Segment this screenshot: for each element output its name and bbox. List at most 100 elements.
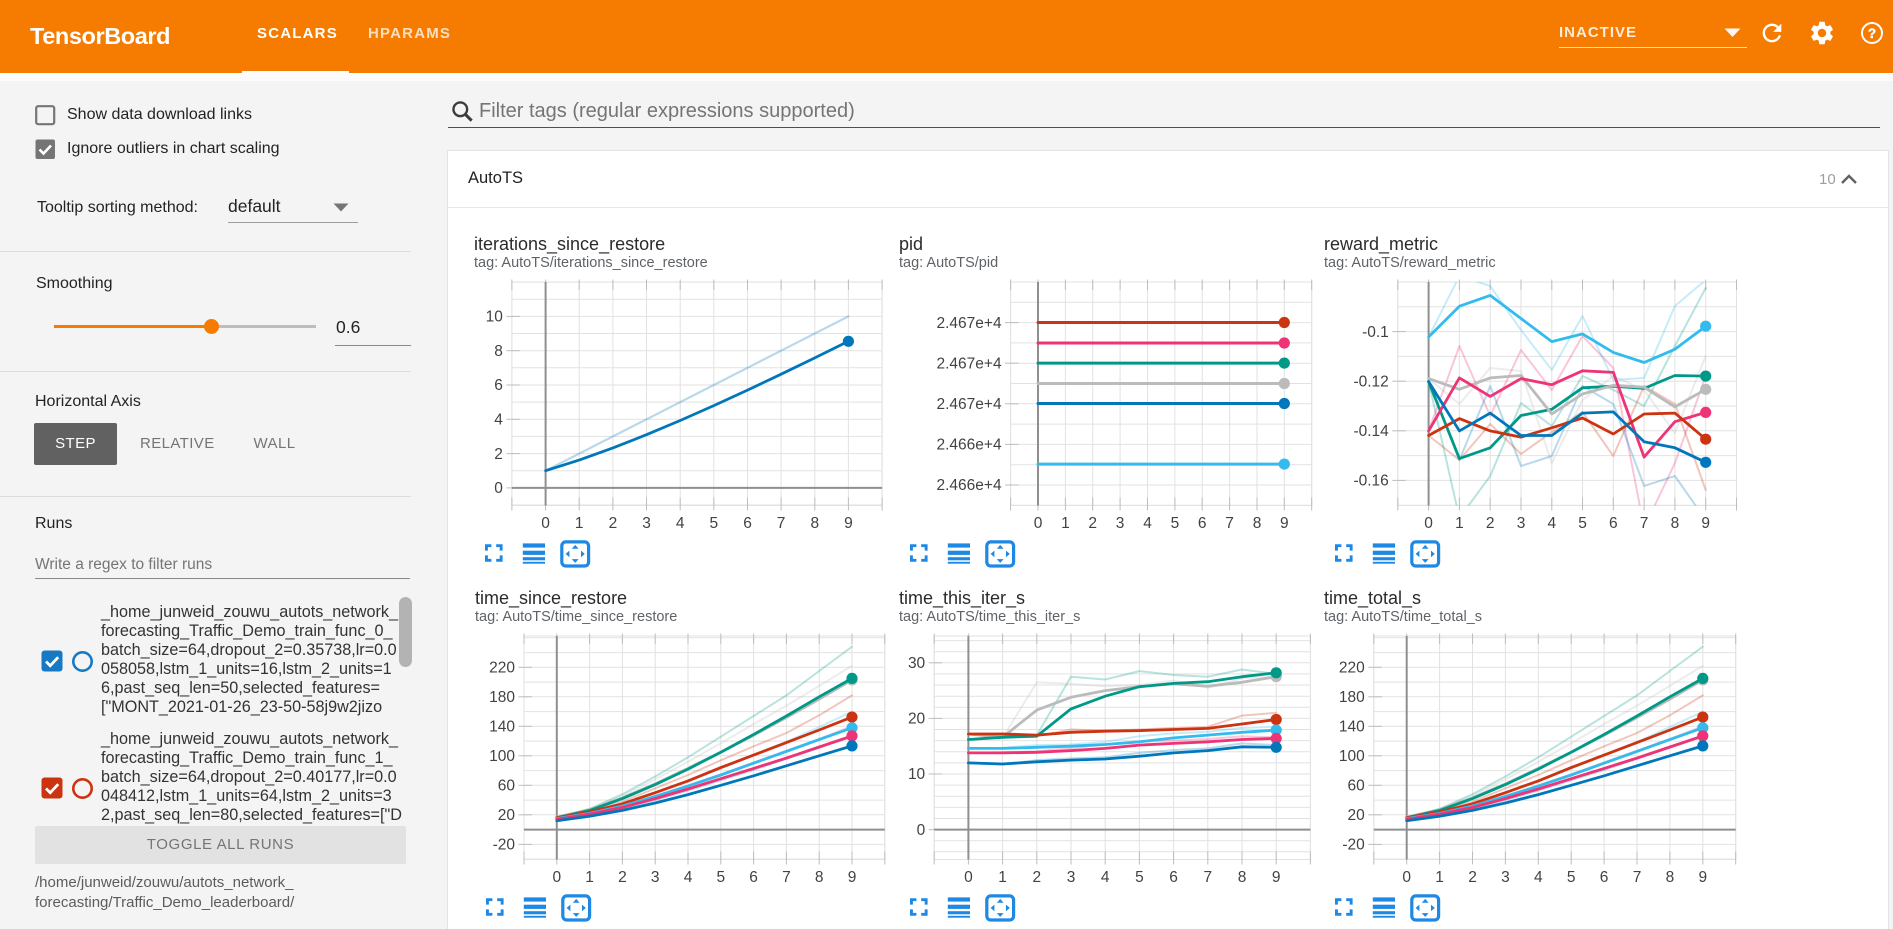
svg-text:2: 2 bbox=[618, 869, 627, 886]
svg-text:6: 6 bbox=[743, 515, 752, 532]
svg-text:60: 60 bbox=[498, 778, 516, 795]
svg-text:0: 0 bbox=[1402, 869, 1411, 886]
svg-text:4: 4 bbox=[1143, 515, 1152, 532]
svg-text:tag: AutoTS/reward_metric: tag: AutoTS/reward_metric bbox=[1324, 255, 1496, 271]
svg-text:100: 100 bbox=[489, 748, 515, 765]
svg-text:4: 4 bbox=[1101, 869, 1110, 886]
svg-text:2.466e+4: 2.466e+4 bbox=[937, 477, 1002, 494]
svg-text:0: 0 bbox=[552, 869, 561, 886]
svg-text:1: 1 bbox=[998, 869, 1007, 886]
svg-text:2: 2 bbox=[1032, 869, 1041, 886]
svg-text:140: 140 bbox=[489, 719, 515, 736]
svg-text:3: 3 bbox=[651, 869, 660, 886]
svg-text:8: 8 bbox=[1238, 869, 1247, 886]
svg-text:5: 5 bbox=[1578, 515, 1587, 532]
svg-text:7: 7 bbox=[1633, 869, 1642, 886]
svg-text:8: 8 bbox=[1671, 515, 1680, 532]
svg-text:220: 220 bbox=[1339, 660, 1365, 677]
svg-text:5: 5 bbox=[1171, 515, 1180, 532]
svg-text:1: 1 bbox=[1455, 515, 1464, 532]
svg-text:0: 0 bbox=[917, 822, 926, 839]
svg-text:0: 0 bbox=[1424, 515, 1433, 532]
svg-text:pid: pid bbox=[899, 234, 923, 254]
svg-text:iterations_since_restore: iterations_since_restore bbox=[474, 234, 665, 255]
svg-text:8: 8 bbox=[1253, 515, 1262, 532]
svg-text:0: 0 bbox=[1034, 515, 1043, 532]
svg-text:3: 3 bbox=[642, 515, 651, 532]
svg-text:9: 9 bbox=[848, 869, 857, 886]
svg-text:4: 4 bbox=[1534, 869, 1543, 886]
svg-text:2: 2 bbox=[1468, 869, 1477, 886]
svg-text:7: 7 bbox=[1225, 515, 1234, 532]
svg-text:tag: AutoTS/time_total_s: tag: AutoTS/time_total_s bbox=[1324, 609, 1482, 625]
svg-text:2.467e+4: 2.467e+4 bbox=[937, 315, 1002, 332]
svg-text:8: 8 bbox=[1666, 869, 1675, 886]
svg-text:9: 9 bbox=[1698, 869, 1707, 886]
svg-text:7: 7 bbox=[777, 515, 786, 532]
svg-text:7: 7 bbox=[1640, 515, 1649, 532]
svg-text:9: 9 bbox=[1280, 515, 1289, 532]
svg-text:20: 20 bbox=[908, 711, 926, 728]
svg-text:2: 2 bbox=[1088, 515, 1097, 532]
svg-text:?: ? bbox=[1868, 26, 1876, 41]
svg-text:6: 6 bbox=[749, 869, 758, 886]
svg-text:5: 5 bbox=[716, 869, 725, 886]
svg-text:-0.16: -0.16 bbox=[1353, 473, 1388, 490]
svg-text:0: 0 bbox=[494, 480, 503, 497]
svg-text:20: 20 bbox=[498, 807, 516, 824]
svg-text:9: 9 bbox=[1272, 869, 1281, 886]
svg-text:time_this_iter_s: time_this_iter_s bbox=[899, 588, 1025, 609]
svg-text:7: 7 bbox=[782, 869, 791, 886]
svg-text:4: 4 bbox=[676, 515, 685, 532]
svg-text:tag: AutoTS/time_this_iter_s: tag: AutoTS/time_this_iter_s bbox=[899, 609, 1080, 625]
svg-text:20: 20 bbox=[1348, 807, 1366, 824]
svg-text:180: 180 bbox=[1339, 689, 1365, 706]
svg-text:1: 1 bbox=[585, 869, 594, 886]
svg-text:30: 30 bbox=[908, 655, 926, 672]
svg-text:-0.1: -0.1 bbox=[1362, 324, 1389, 341]
svg-text:-0.12: -0.12 bbox=[1353, 373, 1388, 390]
svg-text:0: 0 bbox=[541, 515, 550, 532]
svg-text:2.467e+4: 2.467e+4 bbox=[937, 355, 1002, 372]
svg-text:2: 2 bbox=[1486, 515, 1495, 532]
svg-text:2.467e+4: 2.467e+4 bbox=[937, 396, 1002, 413]
svg-text:6: 6 bbox=[1198, 515, 1207, 532]
svg-text:3: 3 bbox=[1501, 869, 1510, 886]
svg-text:10: 10 bbox=[908, 766, 926, 783]
svg-text:140: 140 bbox=[1339, 719, 1365, 736]
svg-text:1: 1 bbox=[575, 515, 584, 532]
svg-text:100: 100 bbox=[1339, 748, 1365, 765]
svg-text:60: 60 bbox=[1348, 778, 1366, 795]
svg-text:8: 8 bbox=[815, 869, 824, 886]
svg-text:180: 180 bbox=[489, 689, 515, 706]
svg-text:5: 5 bbox=[1135, 869, 1144, 886]
svg-text:time_total_s: time_total_s bbox=[1324, 588, 1421, 609]
svg-text:6: 6 bbox=[1609, 515, 1618, 532]
svg-text:6: 6 bbox=[1169, 869, 1178, 886]
svg-text:-0.14: -0.14 bbox=[1353, 423, 1389, 440]
svg-text:6: 6 bbox=[1600, 869, 1609, 886]
svg-text:reward_metric: reward_metric bbox=[1324, 234, 1438, 255]
svg-text:-20: -20 bbox=[493, 837, 516, 854]
svg-text:5: 5 bbox=[1567, 869, 1576, 886]
svg-text:time_since_restore: time_since_restore bbox=[475, 588, 627, 609]
svg-text:1: 1 bbox=[1435, 869, 1444, 886]
svg-text:tag: AutoTS/time_since_restore: tag: AutoTS/time_since_restore bbox=[475, 609, 677, 625]
svg-text:2.466e+4: 2.466e+4 bbox=[937, 437, 1002, 454]
svg-text:9: 9 bbox=[1701, 515, 1710, 532]
svg-text:3: 3 bbox=[1517, 515, 1526, 532]
svg-text:6: 6 bbox=[494, 377, 503, 394]
svg-text:-20: -20 bbox=[1342, 837, 1365, 854]
svg-text:4: 4 bbox=[684, 869, 693, 886]
svg-text:4: 4 bbox=[1547, 515, 1556, 532]
svg-text:tag: AutoTS/iterations_since_r: tag: AutoTS/iterations_since_restore bbox=[474, 255, 708, 271]
svg-text:3: 3 bbox=[1067, 869, 1076, 886]
svg-text:tag: AutoTS/pid: tag: AutoTS/pid bbox=[899, 255, 998, 271]
svg-text:220: 220 bbox=[489, 660, 515, 677]
svg-text:1: 1 bbox=[1061, 515, 1070, 532]
svg-text:3: 3 bbox=[1116, 515, 1125, 532]
svg-text:8: 8 bbox=[494, 343, 503, 360]
svg-text:10: 10 bbox=[486, 309, 504, 326]
svg-text:9: 9 bbox=[844, 515, 853, 532]
svg-text:8: 8 bbox=[810, 515, 819, 532]
